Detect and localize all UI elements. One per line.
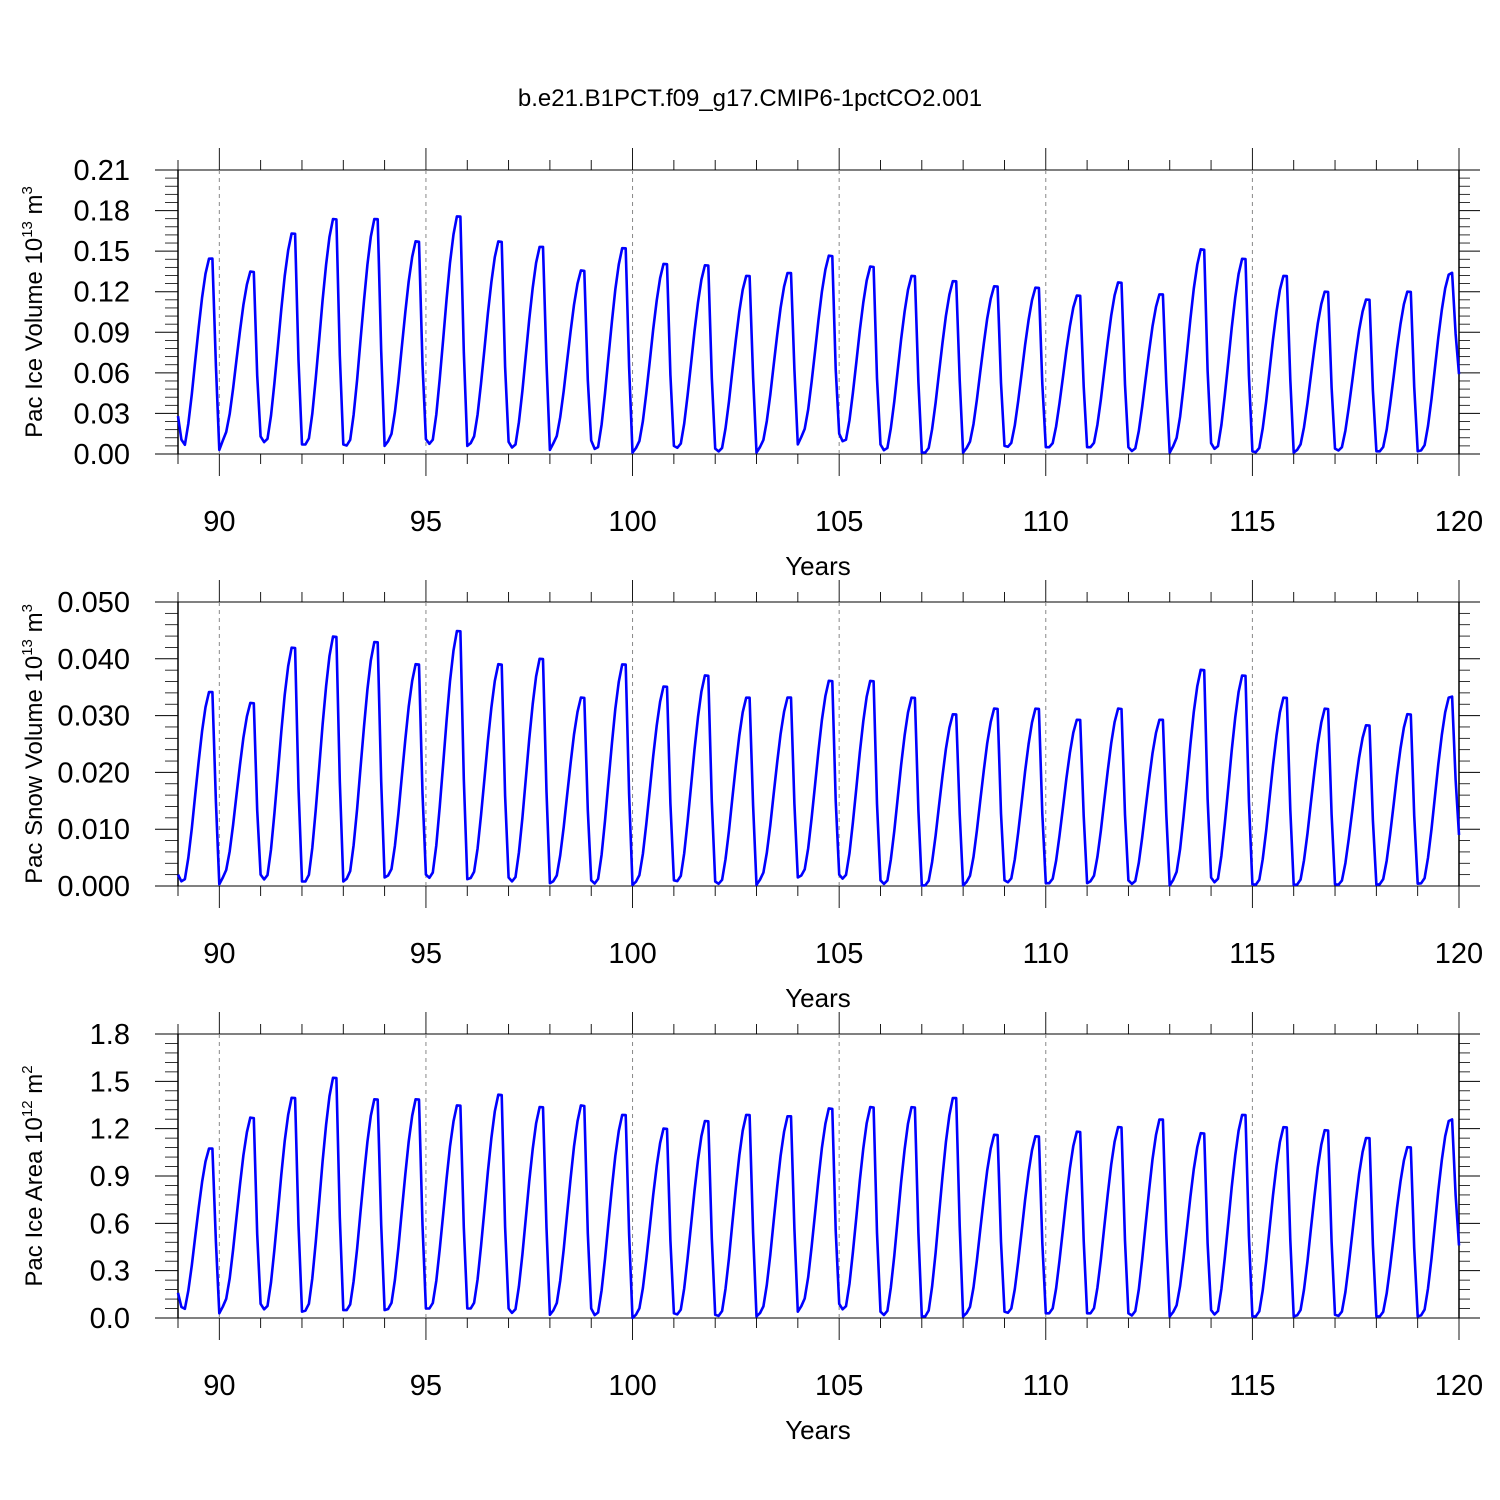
y-tick-label: 1.2 bbox=[90, 1114, 130, 1146]
x-tick-label: 90 bbox=[203, 1370, 235, 1402]
y-tick-label: 0.050 bbox=[57, 587, 130, 619]
panel-2: 0.000 0.010 0.020 0.030 0.040 0.050 90 95 100 105… bbox=[19, 580, 1483, 1013]
x-tick-label: 95 bbox=[410, 506, 442, 538]
y-tick-label: 0.3 bbox=[90, 1256, 130, 1288]
x-axis-label: Years bbox=[785, 551, 851, 581]
y-tick-label: 0.09 bbox=[74, 317, 130, 349]
x-tick-label: 115 bbox=[1229, 1370, 1275, 1402]
x-tick-label: 120 bbox=[1435, 506, 1483, 538]
y-tick-label: 0.010 bbox=[57, 814, 130, 846]
x-tick-label: 110 bbox=[1023, 506, 1069, 538]
series-line bbox=[176, 1076, 1461, 1320]
series-line bbox=[176, 215, 1461, 454]
y-tick-label: 0.00 bbox=[74, 439, 130, 471]
y-tick-label: 0.000 bbox=[57, 871, 130, 903]
y-axis-label: Pac Ice Volume 1013 m3 bbox=[19, 186, 48, 438]
y-tick-label: 1.8 bbox=[90, 1019, 130, 1051]
x-tick-label: 95 bbox=[410, 1370, 442, 1402]
y-tick-label: 0.18 bbox=[74, 196, 130, 228]
x-axis-label: Years bbox=[785, 983, 851, 1013]
x-tick-label: 105 bbox=[815, 1370, 863, 1402]
y-axis-label: Pac Snow Volume 1013 m3 bbox=[19, 604, 48, 884]
x-tick-label: 110 bbox=[1023, 938, 1069, 970]
x-tick-label: 100 bbox=[608, 938, 656, 970]
x-tick-label: 100 bbox=[608, 1370, 656, 1402]
panel-3: 0.0 0.3 0.6 0.9 1.2 1.5 1.8 90 95 100 105 110 115 120… bbox=[19, 1012, 1483, 1445]
x-tick-label: 90 bbox=[203, 938, 235, 970]
y-tick-label: 0.020 bbox=[57, 757, 130, 789]
x-tick-label: 115 bbox=[1229, 506, 1275, 538]
x-tick-label: 120 bbox=[1435, 1370, 1483, 1402]
y-tick-label: 0.0 bbox=[90, 1303, 130, 1335]
y-axis-label: Pac Ice Area 1012 m2 bbox=[19, 1065, 48, 1286]
x-axis-label: Years bbox=[785, 1415, 851, 1445]
y-tick-label: 0.15 bbox=[74, 236, 130, 268]
y-tick-label: 0.12 bbox=[74, 277, 130, 309]
y-tick-label: 1.5 bbox=[90, 1066, 130, 1098]
y-tick-label: 0.9 bbox=[90, 1161, 130, 1193]
x-tick-label: 90 bbox=[203, 506, 235, 538]
x-tick-label: 110 bbox=[1023, 1370, 1069, 1402]
panel-1: 0.00 0.03 0.06 0.09 0.12 0.15 0.18 0.21 90 95 100 1… bbox=[19, 148, 1483, 581]
series-line bbox=[176, 629, 1461, 887]
y-tick-label: 0.06 bbox=[74, 358, 130, 390]
x-tick-label: 100 bbox=[608, 506, 656, 538]
x-tick-label: 105 bbox=[815, 938, 863, 970]
y-tick-label: 0.6 bbox=[90, 1208, 130, 1240]
x-tick-label: 120 bbox=[1435, 938, 1483, 970]
x-tick-label: 95 bbox=[410, 938, 442, 970]
x-tick-label: 105 bbox=[815, 506, 863, 538]
chart-title: b.e21.B1PCT.f09_g17.CMIP6-1pctCO2.001 bbox=[518, 85, 982, 112]
x-tick-label: 115 bbox=[1229, 938, 1275, 970]
y-tick-label: 0.21 bbox=[74, 155, 130, 187]
y-tick-label: 0.03 bbox=[74, 398, 130, 430]
y-tick-label: 0.040 bbox=[57, 644, 130, 676]
y-tick-label: 0.030 bbox=[57, 701, 130, 733]
